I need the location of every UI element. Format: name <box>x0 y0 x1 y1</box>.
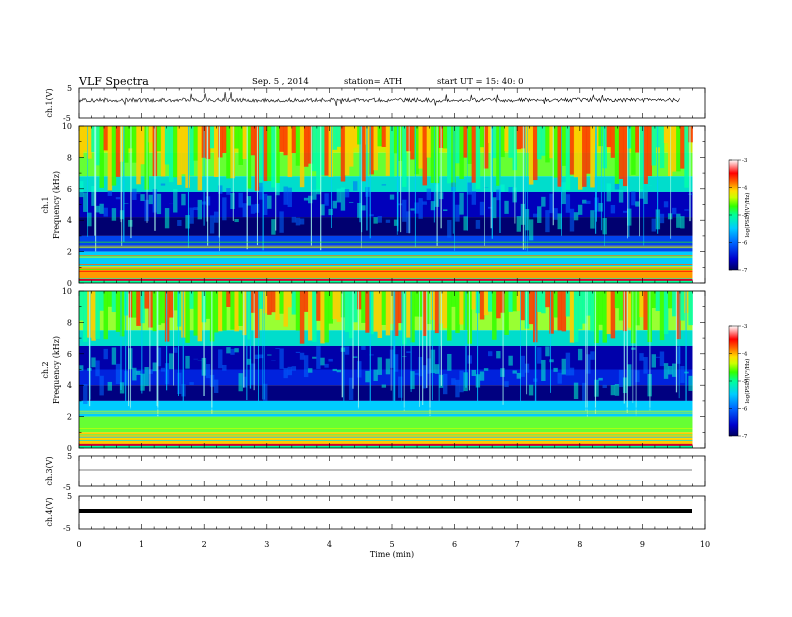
ch1-channel-label: ch.1 <box>41 196 50 213</box>
start-ut-label: start UT = 15: 40: 0 <box>437 77 524 87</box>
ch1-freq-tick: 4 <box>67 216 72 225</box>
colorbar-tick: -4 <box>742 352 748 358</box>
ch2-freq-tick: 6 <box>67 350 72 359</box>
colorbar-tick: -4 <box>742 186 748 192</box>
ch1-waveform <box>79 92 680 106</box>
svg-text:log(PSD)(V²/Hz): log(PSD)(V²/Hz) <box>744 359 751 404</box>
ch4-v-axis-label: ch.4(V) <box>45 497 54 526</box>
station-label: station= ATH <box>344 77 402 87</box>
ch2-spectrogram <box>79 291 705 448</box>
ch1-freq-tick: 10 <box>62 122 72 131</box>
colorbar-tick: -7 <box>742 268 748 274</box>
ch3-v-tick-bottom: -5 <box>63 483 71 492</box>
colorbar-tick: -6 <box>742 407 748 413</box>
ch1-colorbar: -3-4-5-6-7 log(PSD)(V²/Hz) <box>729 158 751 274</box>
x-tick-label: 5 <box>389 540 394 549</box>
ch2-freq-tick: 4 <box>67 381 72 390</box>
colorbar-tick: -6 <box>742 241 748 247</box>
ch2-freq-tick: 2 <box>67 413 72 422</box>
ch2-channel-label: ch.2 <box>41 361 50 378</box>
x-tick-label: 6 <box>452 540 457 549</box>
x-tick-label: 10 <box>700 540 710 549</box>
colorbar-tick: -7 <box>742 434 748 440</box>
svg-text:log(PSD)(V²/Hz): log(PSD)(V²/Hz) <box>744 193 751 238</box>
ch3-v-tick-top: 5 <box>67 452 72 461</box>
ch1-freq-tick: 8 <box>67 153 72 162</box>
ch2-frequency-axis-label: Frequency (kHz) <box>52 336 61 404</box>
x-tick-label: 1 <box>139 540 144 549</box>
ch4-v-tick-bottom: -5 <box>63 524 71 533</box>
x-axis-label: Time (min) <box>370 550 414 559</box>
ch1-v-axis-label: ch.1(V) <box>45 88 54 117</box>
ch1-frequency-axis-label: Frequency (kHz) <box>52 171 61 239</box>
ch1-freq-tick: 6 <box>67 185 72 194</box>
x-tick-label: 8 <box>577 540 582 549</box>
ch4-v-tick-top: 5 <box>67 492 72 501</box>
x-tick-label: 7 <box>515 540 520 549</box>
x-tick-label: 0 <box>76 540 81 549</box>
x-tick-label: 3 <box>264 540 269 549</box>
x-tick-label: 2 <box>202 540 207 549</box>
ch2-colorbar: -3-4-5-6-7 log(PSD)(V²/Hz) <box>729 324 751 440</box>
x-tick-label: 4 <box>327 540 332 549</box>
ch1-v-tick-top: 5 <box>67 84 72 93</box>
ch2-freq-tick: 10 <box>62 287 72 296</box>
colorbar-tick: -3 <box>742 324 748 330</box>
figure-title: VLF Spectra <box>78 75 149 88</box>
ch3-v-axis-label: ch.3(V) <box>45 456 54 485</box>
ch1-spectrogram <box>79 126 705 283</box>
ch2-freq-tick: 8 <box>67 318 72 327</box>
date-label: Sep. 5 , 2014 <box>252 77 309 87</box>
colorbar-tick: -3 <box>742 158 748 164</box>
ch1-freq-tick: 2 <box>67 248 72 257</box>
x-tick-label: 9 <box>640 540 645 549</box>
